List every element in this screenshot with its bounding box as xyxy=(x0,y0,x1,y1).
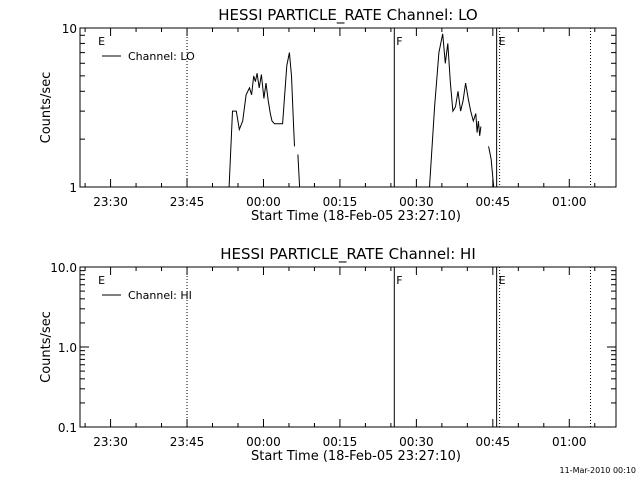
event-marker-label: E xyxy=(499,274,506,287)
lo-channel-panel: HESSI PARTICLE_RATE Channel: LO 23:30 23:4… xyxy=(39,6,617,224)
legend-entry: Channel: HI xyxy=(128,289,192,302)
y-tick-label: 10 xyxy=(62,22,77,36)
x-tick-label: 00:00 xyxy=(246,435,281,449)
x-tick-label: 00:15 xyxy=(323,195,358,209)
x-tick-label: 01:00 xyxy=(552,435,587,449)
event-marker-label: E xyxy=(98,274,105,287)
x-tick-label: 00:45 xyxy=(476,435,511,449)
x-tick-label: 23:45 xyxy=(170,195,205,209)
x-tick-label: 00:45 xyxy=(476,195,511,209)
x-tick-label: 23:30 xyxy=(93,435,128,449)
x-tick-label: 00:30 xyxy=(399,195,434,209)
x-tick-label: 00:30 xyxy=(399,435,434,449)
chart-title: HESSI PARTICLE_RATE Channel: LO xyxy=(218,6,477,25)
footer-timestamp: 11-Mar-2010 00:10 xyxy=(560,466,637,475)
event-marker-label: F xyxy=(396,35,402,48)
x-tick-label: 00:15 xyxy=(323,435,358,449)
plot-frame xyxy=(79,27,617,188)
event-marker-label: F xyxy=(396,274,402,287)
y-tick-label: 1 xyxy=(69,181,77,195)
y-axis-title: Counts/sec xyxy=(39,311,54,383)
legend-entry: Channel: LO xyxy=(128,50,195,63)
x-tick-label: 23:30 xyxy=(93,195,128,209)
x-tick-label: 23:45 xyxy=(170,435,205,449)
x-axis-title: Start Time (18-Feb-05 23:27:10) xyxy=(251,449,461,464)
x-axis-title: Start Time (18-Feb-05 23:27:10) xyxy=(251,209,461,224)
series-line xyxy=(429,33,482,188)
series-line xyxy=(297,154,301,188)
event-marker-label: E xyxy=(98,35,105,48)
event-marker-label: E xyxy=(499,35,506,48)
chart-title: HESSI PARTICLE_RATE Channel: HI xyxy=(220,245,476,264)
y-axis-title: Counts/sec xyxy=(39,72,54,144)
series-line xyxy=(488,146,495,188)
y-tick-label: 0.1 xyxy=(58,421,77,435)
y-tick-label: 1.0 xyxy=(58,341,77,355)
x-tick-label: 00:00 xyxy=(246,195,281,209)
x-tick-label: 01:00 xyxy=(552,195,587,209)
y-tick-label: 10.0 xyxy=(50,261,77,275)
series-line xyxy=(228,52,295,188)
hi-channel-panel: HESSI PARTICLE_RATE Channel: HI 23:30 23:4… xyxy=(39,245,617,464)
